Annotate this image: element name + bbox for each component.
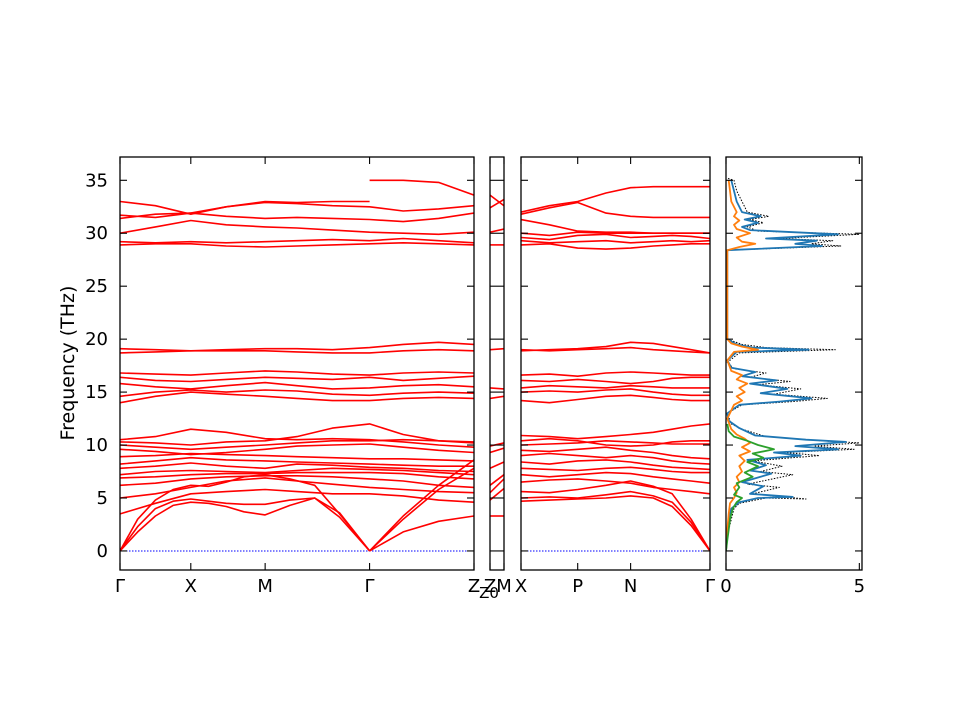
band-line <box>490 198 504 209</box>
band-line <box>490 461 504 470</box>
band-line <box>490 395 504 400</box>
x-tick-label: Z <box>468 576 480 597</box>
x-tick-label-sub: Z0 <box>479 584 499 602</box>
y-tick-label: 10 <box>85 435 108 456</box>
band-line <box>120 497 371 552</box>
band-line <box>120 242 474 248</box>
x-tick-label: Z <box>484 576 496 597</box>
band-line <box>369 459 474 552</box>
band-line <box>521 388 710 397</box>
x-tick-label: Γ <box>705 576 715 597</box>
band-line <box>521 201 710 219</box>
band-line <box>521 376 710 385</box>
panel-frame <box>489 156 505 571</box>
band-line <box>120 475 474 489</box>
band-line <box>120 488 474 515</box>
x-tick-label: Γ <box>115 576 125 597</box>
band-line <box>521 423 710 440</box>
dos-series-line <box>726 180 847 551</box>
band-line <box>521 466 710 474</box>
band-line <box>369 179 474 196</box>
panel-3-plot-area <box>521 185 710 552</box>
x-tick-label: P <box>572 576 583 597</box>
x-tick-label: X <box>185 576 197 597</box>
band-line <box>490 194 504 207</box>
band-line <box>120 477 474 499</box>
band-line <box>369 515 474 552</box>
panel-frame <box>520 156 711 571</box>
band-line <box>120 375 474 383</box>
band-line <box>521 437 710 447</box>
x-tick-label: N <box>624 576 637 597</box>
panel-1-plot-area <box>120 179 474 552</box>
band-line <box>120 438 474 451</box>
band-line <box>490 474 504 486</box>
band-line <box>120 389 474 398</box>
band-line <box>521 480 710 552</box>
x-tick-label: X <box>515 576 527 597</box>
band-line <box>521 471 710 484</box>
band-line <box>120 423 474 446</box>
band-line <box>120 201 474 219</box>
y-tick-label: 5 <box>97 488 108 509</box>
y-tick-label: 20 <box>85 329 108 350</box>
band-line <box>120 456 474 467</box>
y-axis-title: Frequency (THz) <box>57 286 79 441</box>
band-line <box>521 243 710 250</box>
y-tick-label: 0 <box>97 541 108 562</box>
y-tick-label: 30 <box>85 223 108 244</box>
band-line <box>120 473 371 552</box>
band-line <box>120 462 474 473</box>
band-line <box>120 428 474 448</box>
band-line <box>120 467 474 476</box>
band-line <box>120 341 474 352</box>
x-tick-label: 0 <box>720 576 731 597</box>
band-line <box>521 459 710 471</box>
band-line <box>521 394 710 404</box>
band-line <box>120 443 474 456</box>
panel-frame <box>119 156 475 571</box>
x-tick-label: Γ <box>365 576 375 597</box>
band-line <box>490 347 504 351</box>
band-line <box>120 200 370 215</box>
band-line <box>521 440 710 446</box>
band-line <box>120 381 474 390</box>
x-tick-label: M <box>496 576 512 597</box>
band-line <box>369 467 474 552</box>
band-line <box>521 452 710 465</box>
band-line <box>521 490 710 552</box>
x-tick-label: 5 <box>854 576 865 597</box>
y-tick-label: 15 <box>85 382 108 403</box>
band-line <box>521 495 710 552</box>
y-tick-label: 25 <box>85 276 108 297</box>
band-line <box>521 384 710 389</box>
band-line <box>521 478 710 495</box>
band-line <box>120 237 474 244</box>
band-line <box>521 239 710 244</box>
band-line <box>490 447 504 454</box>
band-line <box>490 478 504 494</box>
band-line <box>120 212 474 223</box>
panel-frame <box>725 156 863 571</box>
band-line <box>521 341 710 354</box>
panel-4-plot-area <box>726 177 860 552</box>
band-line <box>521 233 710 241</box>
band-line <box>120 471 474 480</box>
dos-series-line <box>726 180 759 551</box>
dos-series-line <box>726 423 775 552</box>
band-line <box>120 219 474 236</box>
band-line <box>490 387 504 390</box>
band-line <box>521 446 710 460</box>
y-tick-label: 35 <box>85 170 108 191</box>
band-line <box>120 370 474 376</box>
band-line <box>521 218 710 234</box>
band-line <box>521 346 710 354</box>
band-line <box>490 228 504 233</box>
band-line <box>120 391 474 404</box>
x-tick-label: M <box>257 576 273 597</box>
band-line <box>521 185 710 213</box>
band-line <box>521 371 710 377</box>
